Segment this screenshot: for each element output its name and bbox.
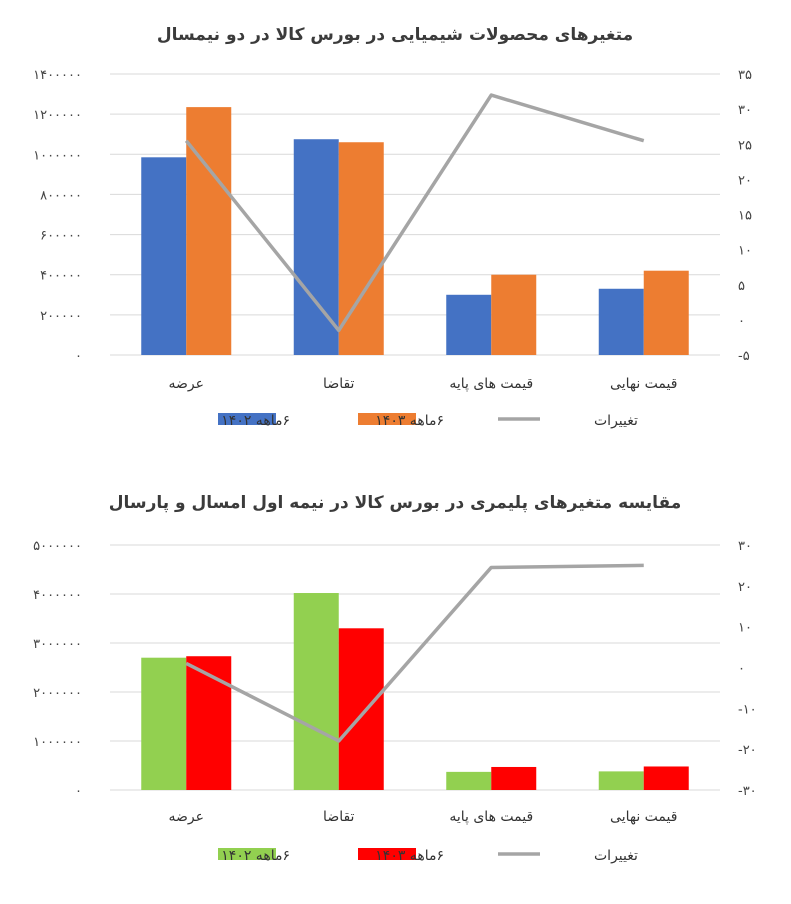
chart1-bar-series1	[598, 288, 644, 355]
chart1-legend-series1: ۶ماهه ۱۴۰۲	[221, 413, 290, 429]
chart1-y2-tick: -۵	[738, 349, 750, 364]
chart2-y-tick: ۵۰۰۰۰۰۰	[33, 539, 82, 554]
chart1-y2-tick: ۳۰	[738, 103, 752, 118]
chart1-y2-tick: ۲۰	[738, 173, 752, 188]
chart2-y2-tick: ۲۰	[738, 580, 752, 595]
chart2-bar-series2	[186, 656, 232, 790]
chart2-legend-swatch-series2	[358, 848, 416, 860]
chart1-x-tick: قیمت نهایی	[610, 376, 677, 392]
chart2-bar-series1	[141, 657, 187, 790]
chart1-legend-swatch-series2	[358, 413, 416, 425]
chart2-x-tick: عرضه	[169, 809, 204, 825]
chart2-y2-tick: ۰	[738, 662, 745, 677]
chart2-x-tick: تقاضا	[323, 809, 355, 825]
chart2-bar-series2	[643, 766, 689, 790]
chart2-change-line	[185, 563, 644, 743]
chart1-y2-tick: ۳۵	[738, 68, 752, 83]
chart1-x-tick: قیمت های پایه	[449, 376, 533, 392]
chart2-y-tick: ۲۰۰۰۰۰۰	[33, 686, 82, 701]
chart1-bar-series1	[141, 157, 187, 355]
chart1-legend-change: تغییرات	[594, 413, 638, 429]
chart1-y2-tick: ۱۰	[738, 244, 752, 259]
chart1-y-tick: ۴۰۰۰۰۰	[40, 269, 82, 284]
chart2-y2-tick: ۱۰	[738, 621, 752, 636]
chart1-y-tick: ۲۰۰۰۰۰	[40, 309, 82, 324]
chart1-y2-tick: ۰	[738, 314, 745, 329]
chart2-y2-tick: -۳۰	[738, 784, 757, 799]
chart1-y2-tick: ۲۵	[738, 138, 752, 153]
chart1-y2-tick: ۵	[738, 279, 745, 294]
chart2-x-tick: قیمت های پایه	[449, 809, 533, 825]
chart1-y-tick: ۱۲۰۰۰۰۰	[33, 108, 82, 123]
chart2-title: مقایسه متغیرهای پلیمری در بورس کالا در ن…	[109, 493, 682, 513]
chart1-y2-tick: ۱۵	[738, 209, 752, 224]
chart2-y2-tick: -۲۰	[738, 743, 757, 758]
chart1-bar-series1	[446, 294, 492, 355]
chart2-y-tick: ۱۰۰۰۰۰۰	[33, 735, 82, 750]
chart1-bar-series2	[186, 107, 232, 355]
chart1-title: متغیرهای محصولات شیمیایی در بورس کالا در…	[157, 25, 633, 45]
chart2-legend-change: تغییرات	[594, 848, 638, 864]
chart2-bar-series1	[446, 771, 492, 790]
chart1-y-tick: ۱۰۰۰۰۰۰	[33, 148, 82, 163]
chart2-x-tick: قیمت نهایی	[610, 809, 677, 825]
chart2-y2-tick: -۱۰	[738, 702, 757, 717]
chart2-legend-swatch-series1	[218, 848, 276, 860]
chart1-x-tick: عرضه	[169, 376, 204, 392]
chart2-y-tick: ۰	[75, 784, 82, 799]
chart1-change-line	[184, 93, 645, 333]
chart2-legend-series1: ۶ماهه ۱۴۰۲	[221, 848, 290, 864]
chart2-y2-tick: ۳۰	[738, 539, 752, 554]
chart2-bar-series1	[293, 593, 339, 790]
chart1-bar-series2	[491, 274, 537, 355]
chart1-y-tick: ۰	[75, 349, 82, 364]
chart2-bar-series2	[338, 628, 384, 790]
chart2-bar-series2	[491, 766, 537, 790]
chart1-legend-series2: ۶ماهه ۱۴۰۳	[375, 413, 444, 429]
chart2-y-tick: ۴۰۰۰۰۰۰	[33, 588, 82, 603]
chart2-bar-series1	[598, 771, 644, 790]
chart1-x-tick: تقاضا	[323, 376, 355, 392]
chart1-y-tick: ۸۰۰۰۰۰	[40, 188, 82, 203]
chart2-y-tick: ۳۰۰۰۰۰۰	[33, 637, 82, 652]
chart1-legend-swatch-series1	[218, 413, 276, 425]
chart1-bar-series2	[643, 270, 689, 355]
chart1-y-tick: ۱۴۰۰۰۰۰	[33, 68, 82, 83]
chart1-y-tick: ۶۰۰۰۰۰	[40, 229, 82, 244]
chart2-legend-series2: ۶ماهه ۱۴۰۳	[375, 848, 444, 864]
